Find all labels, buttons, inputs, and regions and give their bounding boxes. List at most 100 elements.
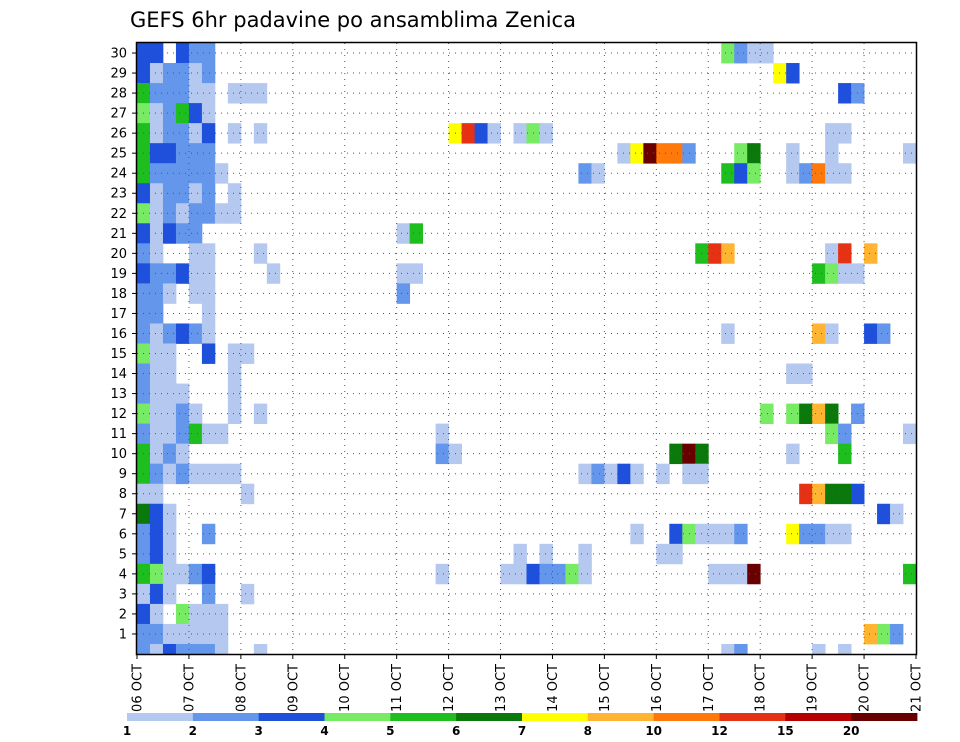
heatmap-cell (201, 263, 216, 284)
heatmap-cell (721, 563, 735, 585)
heatmap-cell (227, 83, 242, 104)
heatmap-cell (747, 143, 761, 164)
heatmap-cell (786, 143, 800, 164)
x-tick-label: 11 OCT (390, 664, 405, 712)
heatmap-cell (149, 503, 164, 525)
heatmap-cell (175, 83, 190, 104)
heatmap-cell (838, 163, 852, 184)
heatmap-cell (149, 163, 164, 184)
heatmap-cell (162, 103, 177, 124)
heatmap-cell (799, 163, 813, 184)
heatmap-cell (838, 123, 852, 144)
heatmap-cell (227, 123, 242, 144)
heatmap-cell (162, 503, 177, 525)
heatmap-cell (825, 243, 839, 264)
heatmap-cell (201, 123, 216, 144)
y-tick-label: 2 (119, 607, 127, 622)
colorbar-swatch (522, 713, 589, 721)
heatmap-cell (630, 143, 644, 164)
heatmap-cell (838, 423, 852, 445)
heatmap-cell (825, 403, 839, 425)
y-tick-label: 15 (110, 347, 127, 362)
heatmap-cell (227, 183, 242, 204)
heatmap-cell (864, 243, 878, 264)
heatmap-cell (201, 643, 216, 655)
heatmap-cell (734, 43, 748, 64)
x-tick-label: 21 OCT (910, 664, 925, 712)
heatmap-cell (201, 163, 216, 184)
heatmap-cell (643, 143, 657, 164)
colorbar-swatch (258, 713, 325, 721)
heatmap-cell (578, 463, 592, 485)
colorbar-label: 7 (518, 724, 526, 738)
colorbar-swatch (851, 713, 918, 721)
colorbar-label: 5 (386, 724, 394, 738)
heatmap-cell (175, 463, 190, 485)
heatmap-cell (162, 263, 177, 284)
heatmap-cell (214, 643, 229, 655)
heatmap-cell (240, 583, 255, 605)
y-tick-label: 27 (110, 107, 127, 122)
heatmap-cell (227, 463, 242, 485)
heatmap-cell (799, 483, 813, 505)
heatmap-cell (149, 623, 164, 645)
heatmap-cell (201, 563, 216, 585)
y-tick-label: 14 (110, 367, 127, 382)
heatmap-cell (760, 43, 774, 64)
heatmap-cell (201, 143, 216, 164)
heatmap-cell (708, 243, 722, 264)
heatmap-cell (435, 563, 449, 585)
heatmap-cell (539, 543, 553, 565)
heatmap-cell (721, 163, 735, 184)
heatmap-cell (162, 383, 177, 404)
colorbar-label: 1 (123, 724, 131, 738)
colorbar-label: 6 (452, 724, 460, 738)
y-tick-label: 29 (110, 67, 127, 82)
heatmap-cell (175, 123, 190, 144)
x-tick-label: 15 OCT (598, 664, 613, 712)
heatmap-cell (188, 183, 203, 204)
heatmap-cell (552, 563, 566, 585)
heatmap-cell (461, 123, 475, 144)
colorbar-label: 4 (320, 724, 328, 738)
heatmap-cell (877, 503, 891, 525)
heatmap-cell (825, 483, 839, 505)
heatmap-cell (188, 423, 203, 445)
heatmap-cell (240, 83, 255, 104)
y-tick-label: 10 (110, 447, 127, 462)
heatmap-cell (188, 283, 203, 304)
colorbar-swatch (390, 713, 457, 721)
heatmap-cell (162, 283, 177, 304)
heatmap-cell (188, 623, 203, 645)
y-tick-label: 26 (110, 127, 127, 142)
y-tick-label: 20 (110, 247, 127, 262)
heatmap-cell (812, 403, 826, 425)
y-tick-label: 22 (110, 207, 127, 222)
heatmap-cell (188, 243, 203, 264)
heatmap-cell (188, 203, 203, 224)
heatmap-cell (149, 63, 164, 84)
plot-frame (135, 41, 918, 656)
heatmap-cell (396, 223, 411, 244)
y-tick-label: 12 (110, 407, 127, 422)
colorbar-label: 2 (189, 724, 197, 738)
heatmap-cell (162, 323, 177, 344)
heatmap-cell (786, 403, 800, 425)
heatmap-cell (786, 363, 800, 384)
heatmap-cell (149, 83, 164, 104)
colorbar-swatch (324, 713, 391, 721)
y-tick-label: 16 (110, 327, 127, 342)
heatmap-cell (137, 643, 151, 655)
heatmap-cell (578, 563, 592, 585)
heatmap-cell (188, 83, 203, 104)
heatmap-cell (890, 623, 904, 645)
heatmap-cell (175, 43, 190, 64)
heatmap-cell (162, 223, 177, 244)
heatmap-cell (396, 283, 411, 304)
y-tick-label: 30 (110, 47, 127, 62)
heatmap-cell (721, 523, 735, 545)
x-tick-label: 10 OCT (338, 664, 353, 712)
colorbar-label: 15 (777, 724, 794, 738)
heatmap-cell (201, 203, 216, 224)
heatmap-cell (617, 143, 631, 164)
